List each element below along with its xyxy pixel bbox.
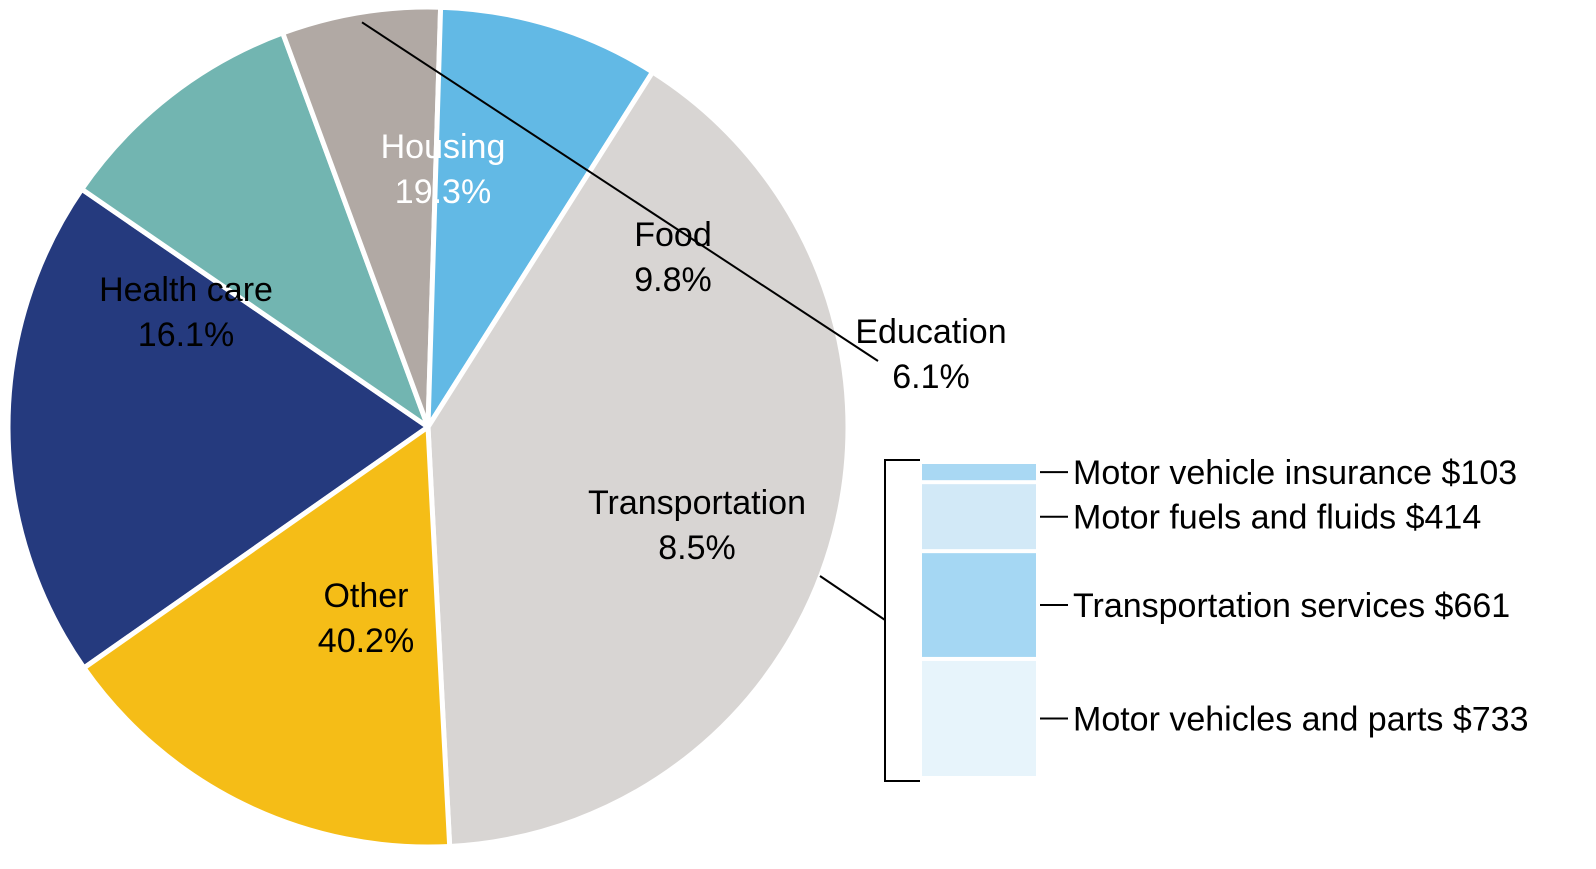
education-leader-line [361,21,879,362]
slice-value-other: 40.2% [318,622,414,660]
slice-value-education: 6.1% [892,358,970,396]
slice-label-food: Food [634,216,712,254]
slice-value-health-care: 16.1% [138,316,234,354]
transportation-breakdown: Motor vehicle insurance $103 Motor fuels … [819,454,1528,782]
breakdown-bracket [884,459,920,782]
pie-slices [5,4,851,850]
breakdown-segment-motor-vehicle-insurance [922,464,1036,481]
breakdown-label-motor-vehicle-insurance: Motor vehicle insurance $103 [1073,454,1517,492]
breakdown-segment-transportation-services [922,553,1036,657]
slice-education [280,4,444,430]
slice-value-food: 9.8% [634,261,712,299]
slice-label-education: Education [855,313,1006,351]
breakdown-label-motor-fuels-and-fluids: Motor fuels and fluids $414 [1073,499,1481,537]
slice-label-housing: Housing [381,128,506,166]
breakdown-segment-motor-vehicles-and-parts [922,660,1036,776]
breakdown-segment-motor-fuels-and-fluids [922,484,1036,550]
pie-slice-labels: Housing 19.3% Food 9.8% Education 6.1% Transpo… [99,21,1007,660]
slice-label-transportation: Transportation [588,484,806,522]
slice-food [79,30,431,430]
slice-label-health-care: Health care [99,271,273,309]
slice-other [425,69,851,849]
breakdown-connector-line [819,575,886,621]
slice-value-transportation: 8.5% [658,529,736,567]
slice-value-housing: 19.3% [395,173,491,211]
breakdown-label-transportation-services: Transportation services $661 [1073,587,1510,625]
slice-housing [5,186,431,671]
slice-transportation [425,4,656,430]
breakdown-label-motor-vehicles-and-parts: Motor vehicles and parts $733 [1073,701,1528,739]
slice-health-care [81,424,453,850]
slice-label-other: Other [323,577,408,615]
